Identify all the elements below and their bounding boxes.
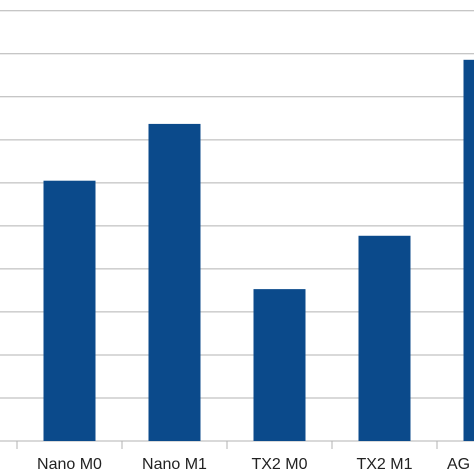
bar <box>148 123 201 441</box>
x-tick-label: TX2 M1 <box>356 456 412 473</box>
bar <box>43 180 96 441</box>
bar <box>253 289 306 441</box>
bar <box>463 59 474 442</box>
x-tick-label: AG <box>447 456 470 473</box>
x-tick-label: TX2 M0 <box>251 456 307 473</box>
x-tick-label: Nano M0 <box>37 456 102 473</box>
x-tick-label: Nano M1 <box>142 456 207 473</box>
bar <box>358 235 411 441</box>
